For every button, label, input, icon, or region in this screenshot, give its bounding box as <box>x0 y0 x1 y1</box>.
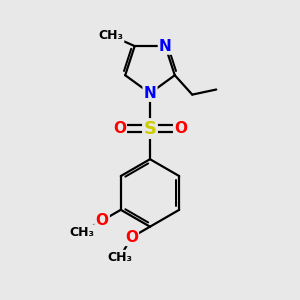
Text: O: O <box>174 121 187 136</box>
Text: O: O <box>125 230 138 245</box>
Text: S: S <box>143 119 157 137</box>
Text: CH₃: CH₃ <box>70 226 95 238</box>
Text: N: N <box>144 86 156 101</box>
Text: N: N <box>159 39 172 54</box>
Text: CH₃: CH₃ <box>98 29 123 42</box>
Text: O: O <box>96 213 109 228</box>
Text: CH₃: CH₃ <box>107 251 132 264</box>
Text: O: O <box>113 121 126 136</box>
